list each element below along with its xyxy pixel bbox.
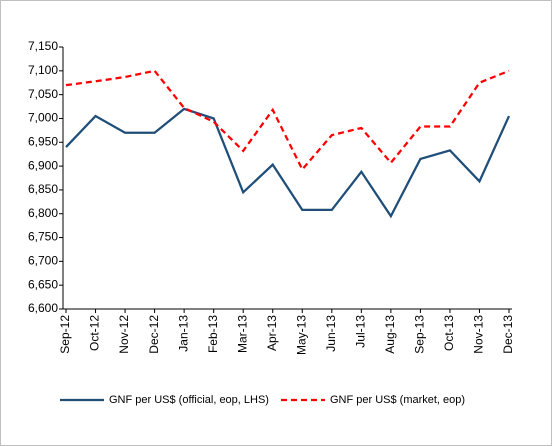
y-tick-label: 6,900 [28, 158, 58, 172]
x-tick-label: Oct-12 [88, 315, 102, 351]
x-tick-label: Dec-12 [147, 315, 161, 354]
y-tick-label: 6,750 [28, 230, 58, 244]
x-tick-label: Nov-13 [472, 315, 486, 354]
legend-label: GNF per US$ (market, eop) [330, 394, 465, 406]
y-tick-label: 7,050 [28, 87, 58, 101]
legend-label: GNF per US$ (official, eop, LHS) [109, 394, 269, 406]
x-tick-label: May-13 [294, 315, 308, 355]
x-tick-label: Mar-13 [235, 315, 249, 353]
x-tick-label: Jul-13 [354, 315, 368, 348]
x-tick-label: Jun-13 [324, 315, 338, 352]
x-tick-label: Apr-13 [265, 315, 279, 351]
series-line [65, 107, 511, 219]
x-tick-label: Aug-13 [383, 315, 397, 354]
x-tick-label: Sep-13 [413, 315, 427, 354]
x-tick-label: Nov-12 [117, 315, 131, 354]
x-tick-label: Sep-12 [58, 315, 72, 354]
y-tick-label: 6,600 [28, 301, 58, 315]
y-tick-label: 7,150 [28, 39, 58, 53]
x-tick-label: Dec-13 [501, 315, 515, 354]
x-tick-label: Jan-13 [176, 315, 190, 352]
x-tick-label: Feb-13 [206, 315, 220, 353]
y-tick-label: 6,800 [28, 206, 58, 220]
y-tick-label: 7,100 [28, 63, 58, 77]
y-tick-label: 6,850 [28, 182, 58, 196]
y-tick-label: 6,700 [28, 254, 58, 268]
y-tick-label: 6,950 [28, 134, 58, 148]
x-tick-label: Oct-13 [442, 315, 456, 351]
y-tick-label: 6,650 [28, 277, 58, 291]
series-line [65, 69, 510, 172]
y-tick-label: 7,000 [28, 111, 58, 125]
